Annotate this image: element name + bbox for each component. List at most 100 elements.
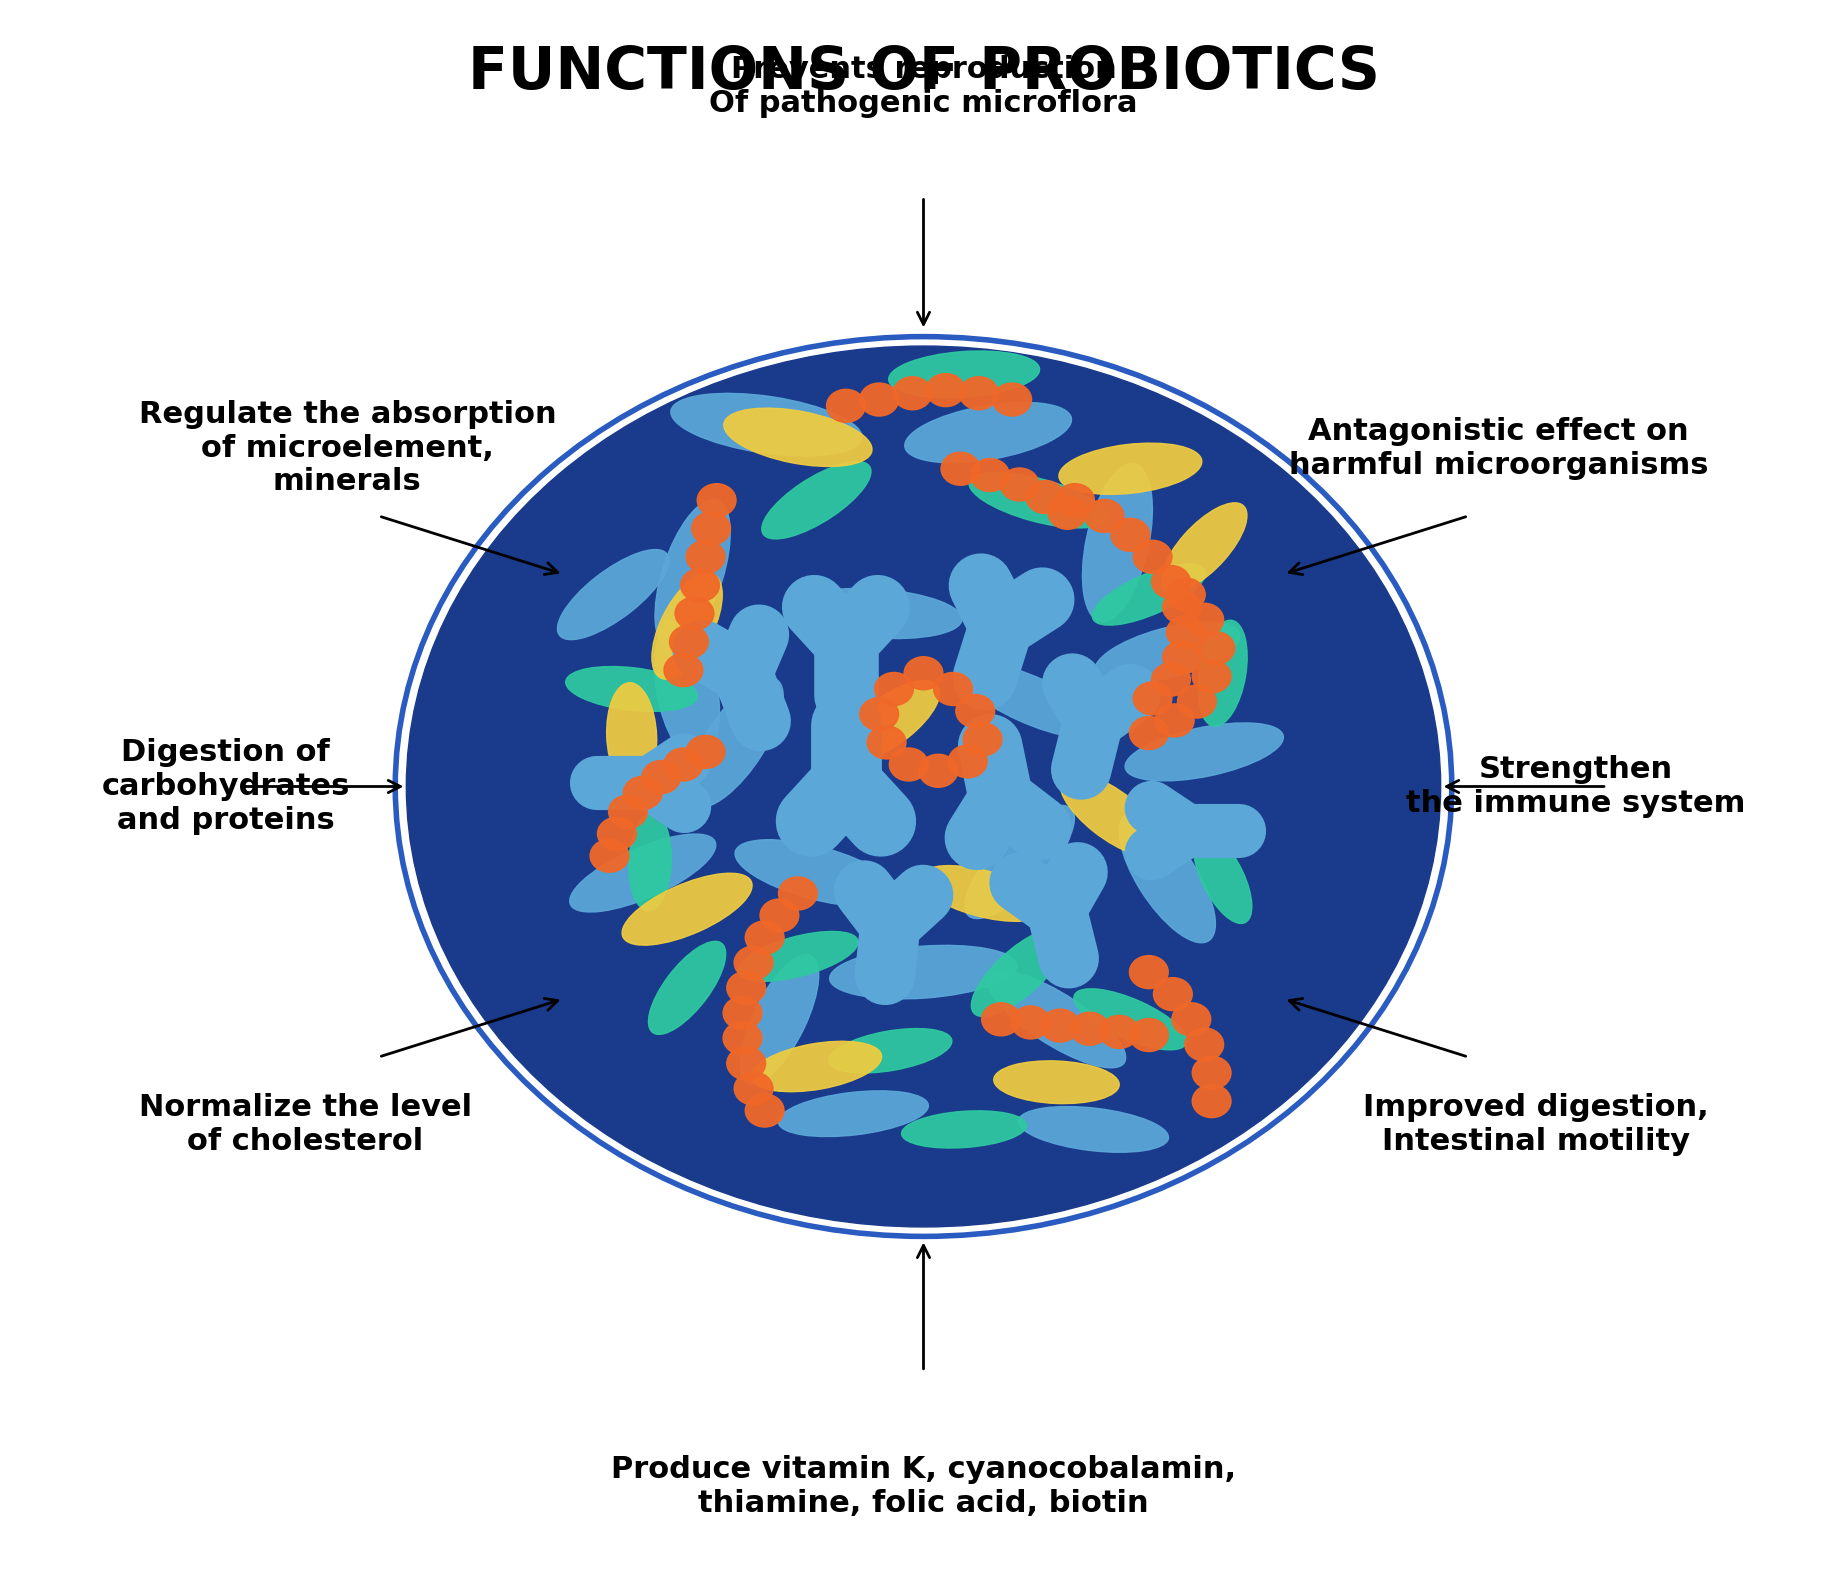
Circle shape	[903, 658, 944, 689]
Circle shape	[949, 746, 988, 777]
Circle shape	[761, 900, 798, 931]
Ellipse shape	[829, 945, 1018, 999]
Circle shape	[957, 695, 996, 727]
Circle shape	[746, 1095, 785, 1126]
Ellipse shape	[959, 662, 1103, 738]
Circle shape	[1101, 1016, 1138, 1048]
Circle shape	[724, 1022, 763, 1054]
Circle shape	[728, 1048, 767, 1079]
Circle shape	[733, 945, 772, 978]
Circle shape	[1173, 1004, 1212, 1037]
Circle shape	[1027, 481, 1064, 513]
Circle shape	[1164, 591, 1201, 623]
Ellipse shape	[558, 549, 669, 640]
Circle shape	[778, 878, 816, 909]
Circle shape	[927, 374, 966, 406]
Circle shape	[1186, 1029, 1225, 1060]
Ellipse shape	[654, 617, 720, 761]
Circle shape	[691, 513, 731, 544]
Circle shape	[1153, 664, 1189, 695]
Ellipse shape	[829, 1029, 951, 1073]
Ellipse shape	[670, 393, 863, 456]
Circle shape	[682, 569, 720, 601]
Circle shape	[669, 624, 709, 658]
Text: Antagonistic effect on
harmful microorganisms: Antagonistic effect on harmful microorga…	[1289, 417, 1708, 480]
Circle shape	[1012, 1007, 1051, 1038]
Circle shape	[920, 755, 959, 786]
Circle shape	[1156, 705, 1193, 736]
Circle shape	[724, 997, 763, 1030]
Circle shape	[608, 796, 648, 827]
Ellipse shape	[761, 461, 872, 540]
Circle shape	[935, 673, 973, 705]
Ellipse shape	[970, 472, 1106, 529]
Ellipse shape	[1125, 724, 1284, 780]
Circle shape	[1153, 977, 1193, 1010]
Circle shape	[1071, 1013, 1108, 1046]
Circle shape	[1164, 642, 1201, 673]
Circle shape	[1086, 500, 1123, 532]
Ellipse shape	[1199, 620, 1247, 727]
Ellipse shape	[1119, 813, 1215, 942]
Text: Digestion of
carbohydrates
and proteins: Digestion of carbohydrates and proteins	[102, 738, 349, 835]
Circle shape	[1193, 661, 1230, 692]
Circle shape	[1049, 497, 1086, 529]
Ellipse shape	[606, 683, 658, 790]
Text: Regulate the absorption
of microelement,
minerals: Regulate the absorption of microelement,…	[139, 400, 556, 497]
Circle shape	[1186, 602, 1225, 635]
Circle shape	[890, 749, 927, 780]
Ellipse shape	[918, 865, 1047, 922]
Ellipse shape	[569, 834, 717, 912]
Circle shape	[1112, 519, 1149, 551]
Ellipse shape	[972, 928, 1068, 1016]
Circle shape	[1130, 956, 1167, 989]
Text: Normalize the level
of cholesterol: Normalize the level of cholesterol	[139, 1093, 471, 1156]
Circle shape	[1193, 1057, 1230, 1089]
Circle shape	[1153, 566, 1189, 598]
Ellipse shape	[964, 805, 1075, 919]
Text: Improved digestion,
Intestinal motility: Improved digestion, Intestinal motility	[1363, 1093, 1708, 1156]
Ellipse shape	[737, 931, 859, 982]
Ellipse shape	[994, 1060, 1119, 1104]
Circle shape	[894, 378, 933, 409]
Circle shape	[1130, 1019, 1167, 1051]
Ellipse shape	[652, 573, 722, 680]
Ellipse shape	[778, 1090, 929, 1137]
Circle shape	[1178, 686, 1215, 717]
Ellipse shape	[628, 813, 672, 911]
Circle shape	[866, 727, 905, 758]
Ellipse shape	[1058, 444, 1202, 494]
Circle shape	[733, 1073, 772, 1104]
Circle shape	[1167, 579, 1206, 610]
Circle shape	[994, 382, 1032, 415]
Ellipse shape	[888, 351, 1040, 398]
Ellipse shape	[1092, 565, 1206, 624]
Ellipse shape	[1082, 464, 1153, 621]
Circle shape	[598, 818, 635, 849]
Ellipse shape	[1018, 1106, 1169, 1153]
Circle shape	[1134, 540, 1171, 573]
Circle shape	[1130, 717, 1167, 749]
Ellipse shape	[840, 681, 940, 760]
Circle shape	[406, 346, 1441, 1227]
Circle shape	[1193, 1085, 1230, 1117]
Ellipse shape	[648, 941, 726, 1035]
Circle shape	[696, 484, 735, 516]
Circle shape	[406, 346, 1441, 1227]
Ellipse shape	[741, 955, 818, 1084]
Circle shape	[859, 382, 898, 415]
Circle shape	[940, 453, 981, 484]
Circle shape	[859, 698, 898, 730]
Circle shape	[1197, 632, 1234, 664]
Circle shape	[1134, 683, 1171, 714]
Circle shape	[1167, 617, 1206, 648]
Circle shape	[983, 1004, 1021, 1037]
Ellipse shape	[724, 407, 872, 467]
Circle shape	[591, 838, 628, 871]
Text: Produce vitamin K, cyanocobalamin,
thiamine, folic acid, biotin: Produce vitamin K, cyanocobalamin, thiam…	[611, 1455, 1236, 1518]
Ellipse shape	[1162, 503, 1247, 591]
Circle shape	[665, 654, 702, 686]
Ellipse shape	[656, 499, 730, 650]
Circle shape	[687, 736, 724, 768]
Ellipse shape	[735, 840, 898, 906]
